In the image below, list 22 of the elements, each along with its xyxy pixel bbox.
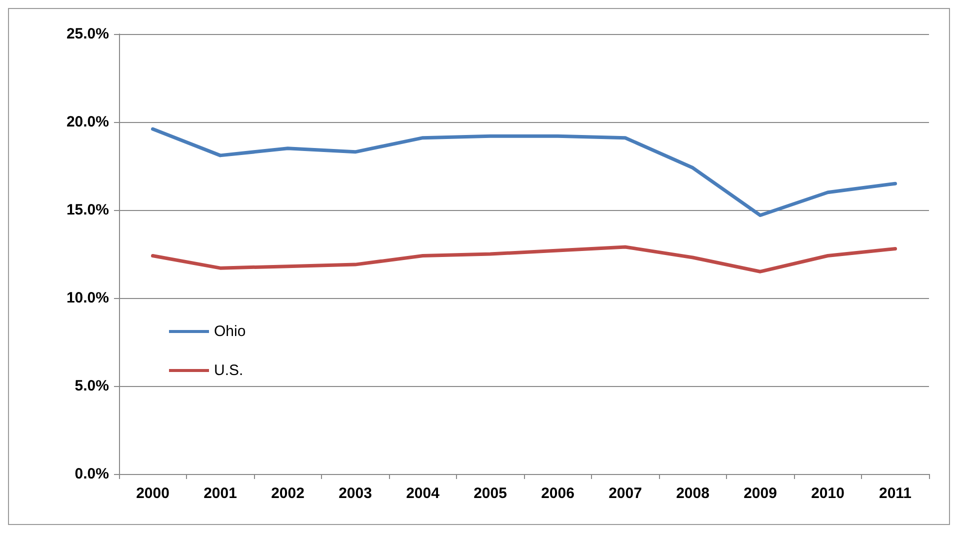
x-tick-label: 2000 [136, 485, 170, 502]
x-tick-label: 2006 [541, 485, 574, 502]
x-tick-label: 2004 [406, 485, 440, 502]
x-tick-label: 2002 [271, 485, 304, 502]
y-tick-label: 10.0% [66, 290, 109, 306]
legend-label: U.S. [214, 362, 244, 379]
x-tick-label: 2005 [474, 485, 507, 502]
y-tick-label: 15.0% [66, 202, 109, 218]
y-tick-label: 20.0% [66, 114, 109, 130]
x-tick-label: 2009 [744, 485, 777, 502]
y-tick-label: 0.0% [74, 466, 109, 482]
x-tick-label: 2008 [676, 485, 710, 502]
x-tick-label: 2003 [338, 485, 372, 502]
y-tick-label: 25.0% [66, 26, 109, 42]
line-series [151, 127, 897, 218]
x-tick-label: 2007 [608, 485, 642, 502]
legend-label: Ohio [214, 323, 246, 340]
x-tick-label: 2010 [811, 485, 844, 502]
x-tick-label: 2001 [204, 485, 237, 502]
line-series [151, 245, 897, 274]
x-tick-label: 2011 [878, 485, 912, 502]
y-tick-label: 5.0% [74, 378, 109, 394]
